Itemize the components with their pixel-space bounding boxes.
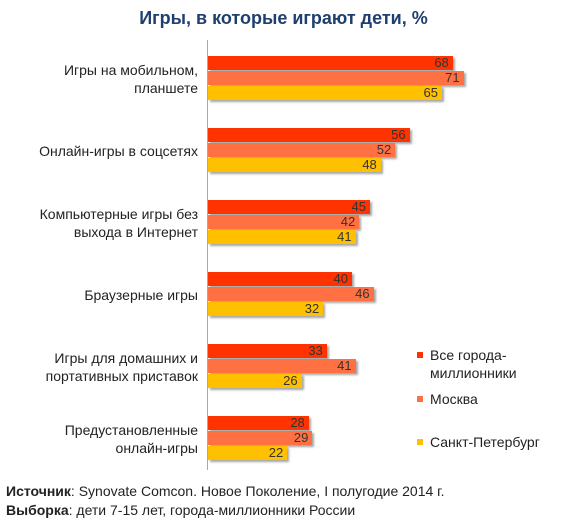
footer-label: Выборка xyxy=(6,502,69,518)
data-label: 41 xyxy=(337,358,352,373)
data-label: 56 xyxy=(391,127,406,142)
category-label: Браузерные игры xyxy=(84,287,198,303)
bar xyxy=(208,416,309,430)
data-label: 48 xyxy=(362,157,377,172)
bar xyxy=(208,215,360,229)
legend-label: Москва xyxy=(430,391,478,407)
category-label: Предустановленные онлайн-игры xyxy=(64,422,198,456)
bar xyxy=(208,230,356,244)
data-label: 28 xyxy=(290,415,305,430)
data-label: 45 xyxy=(351,199,366,214)
legend-label: Санкт-Петербург xyxy=(430,434,540,450)
bar xyxy=(208,71,464,85)
category-label: Игры для домашних и портативных приставо… xyxy=(45,350,198,384)
bar xyxy=(208,359,356,373)
data-label: 40 xyxy=(333,271,348,286)
bar xyxy=(208,86,442,100)
data-label: 42 xyxy=(340,214,356,229)
axis-line xyxy=(207,40,208,470)
bar xyxy=(208,158,381,172)
bar xyxy=(208,344,327,358)
footer-line: Источник: Synovate Comcon. Новое Поколен… xyxy=(6,483,444,499)
data-label: 29 xyxy=(293,430,309,445)
category-label: Онлайн-игры в соцсетях xyxy=(39,143,198,159)
data-label: 71 xyxy=(445,70,460,85)
footer-text: : дети 7-15 лет, города-миллионники Росс… xyxy=(68,502,356,518)
data-label: 46 xyxy=(355,286,370,301)
footer-line: Выборка: дети 7-15 лет, города-миллионни… xyxy=(6,502,355,518)
chart-title: Игры, в которые играют дети, % xyxy=(139,8,428,28)
data-label: 65 xyxy=(423,85,438,100)
bar xyxy=(208,302,324,316)
bar xyxy=(208,200,370,214)
bar xyxy=(208,56,453,70)
bar xyxy=(208,128,410,142)
bar xyxy=(208,374,302,388)
footer-label: Источник xyxy=(6,483,71,499)
bar xyxy=(208,287,374,301)
legend-marker xyxy=(417,352,423,358)
legend-label: Все города- миллионники xyxy=(430,347,517,381)
data-label: 68 xyxy=(434,55,449,70)
bar xyxy=(208,446,288,460)
data-label: 33 xyxy=(308,343,323,358)
footer-text: : Synovate Comcon. Новое Поколение, I по… xyxy=(70,483,445,499)
bar xyxy=(208,431,313,445)
legend-marker xyxy=(417,439,423,445)
bar xyxy=(208,272,352,286)
data-label: 32 xyxy=(304,301,320,316)
data-label: 52 xyxy=(376,142,392,157)
legend-marker xyxy=(417,396,423,402)
data-label: 26 xyxy=(283,373,298,388)
category-label: Компьютерные игры без выхода в Интернет xyxy=(39,206,198,240)
bar xyxy=(208,143,396,157)
category-label: Игры на мобильном, планшете xyxy=(63,62,198,96)
data-label: 41 xyxy=(337,229,352,244)
data-label: 22 xyxy=(268,445,284,460)
